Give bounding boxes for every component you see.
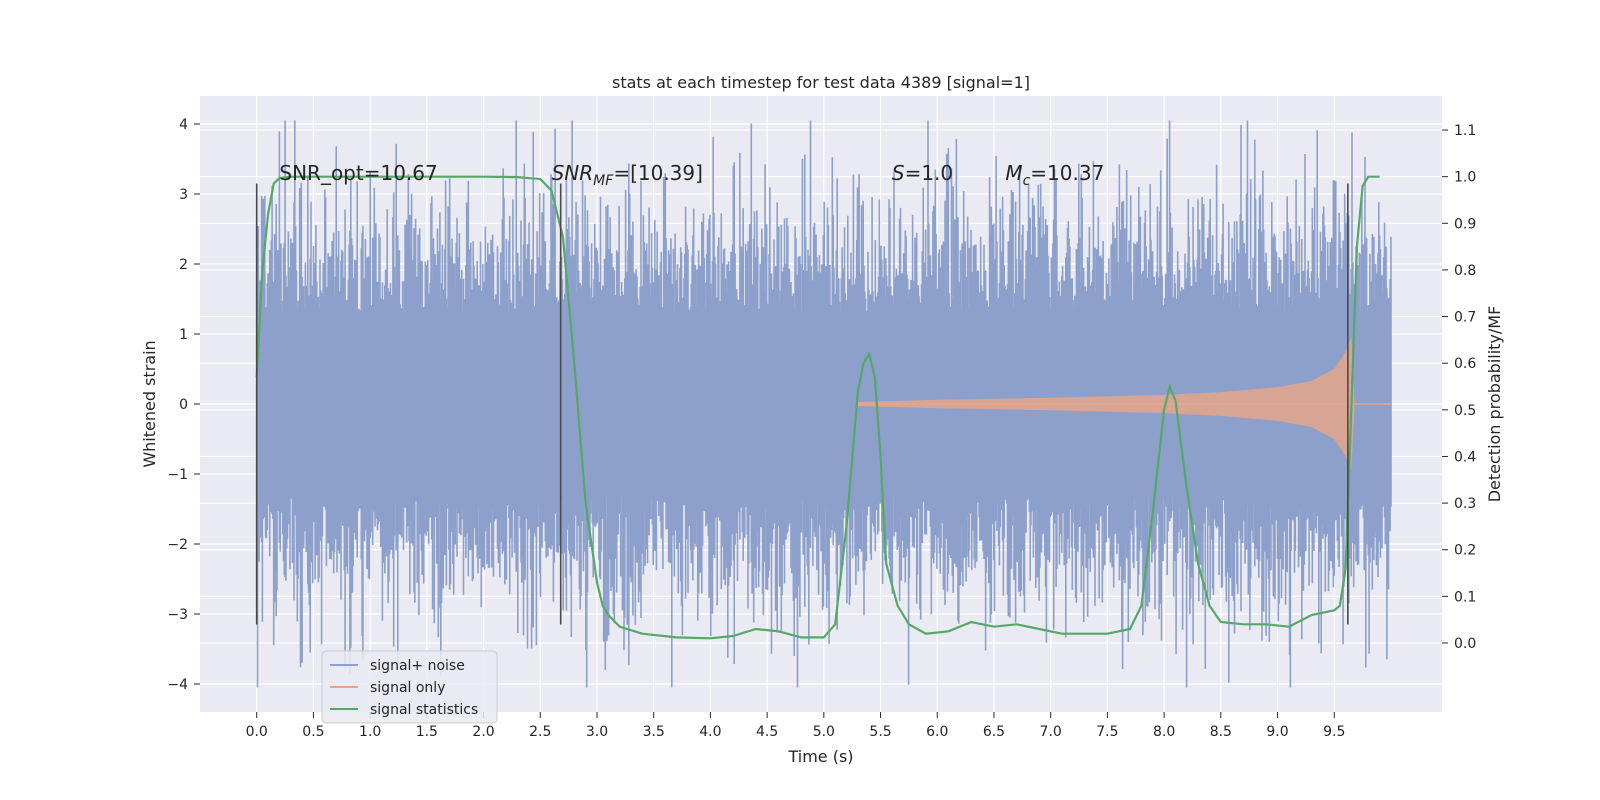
legend-label: signal only (370, 680, 445, 696)
axes: 0.0 0.5 1.0 1.5 2.0 2.5 3.0 3.5 4.0 4.5 5.0 5.5 6.0 6… (167, 117, 1476, 740)
y2-tick-label: 0.7 (1454, 310, 1476, 326)
x-tick-label: 7.5 (1096, 724, 1118, 740)
annotation: Mc=10.37 (1005, 161, 1104, 189)
y-axis-label: Whitened strain (140, 340, 159, 467)
x-tick-label: 5.0 (813, 724, 835, 740)
x-tick-label: 8.0 (1153, 724, 1175, 740)
x-tick-label: 8.5 (1210, 724, 1232, 740)
x-tick-label: 4.5 (756, 724, 778, 740)
x-tick-label: 3.0 (586, 724, 608, 740)
x-tick-label: 9.0 (1266, 724, 1288, 740)
annotation: S=1.0 (892, 161, 953, 185)
x-tick-label: 0.5 (302, 724, 324, 740)
y2-tick-label: 0.6 (1454, 356, 1476, 372)
y2-tick-label: 0.9 (1454, 216, 1476, 232)
x-tick-label: 5.5 (869, 724, 891, 740)
y-tick-label: −2 (167, 537, 188, 553)
series-signal-statistics (255, 175, 1380, 640)
x-tick-label: 9.5 (1323, 724, 1345, 740)
y-tick-label: −1 (167, 467, 188, 483)
y2-tick-label: 0.0 (1454, 636, 1476, 652)
y2-tick-label: 0.3 (1454, 496, 1476, 512)
series-signal-only (857, 337, 1391, 471)
x-tick-label: 6.5 (983, 724, 1005, 740)
x-tick-label: 3.5 (643, 724, 665, 740)
y2-tick-label: 0.1 (1454, 589, 1476, 605)
legend-box (321, 650, 498, 724)
y2-tick-label: 0.4 (1454, 449, 1476, 465)
y-tick-label: 2 (179, 257, 188, 273)
x-tick-label: 7.0 (1040, 724, 1062, 740)
y2-axis-label: Detection probability/MF (1485, 306, 1504, 503)
x-tick-label: 6.0 (926, 724, 948, 740)
y-tick-label: 3 (179, 187, 188, 203)
y-tick-label: 1 (179, 327, 188, 343)
annotation: SNR_opt=10.67 (279, 161, 437, 185)
y2-tick-label: 0.5 (1454, 403, 1476, 419)
y-tick-label: 4 (179, 117, 188, 133)
vertical-lines (255, 183, 1349, 625)
x-tick-label: 0.0 (246, 724, 268, 740)
y-tick-label: −3 (167, 607, 188, 623)
y2-tick-label: 0.2 (1454, 543, 1476, 559)
x-tick-label: 1.5 (416, 724, 438, 740)
x-axis-label: Time (s) (787, 747, 853, 766)
legend: signal+ noise signal only signal statistic… (321, 650, 498, 724)
x-tick-label: 1.0 (359, 724, 381, 740)
x-tick-label: 4.0 (699, 724, 721, 740)
annotation: SNRMF=[10.39] (552, 161, 703, 189)
y2-tick-label: 0.8 (1454, 263, 1476, 279)
chart-title: stats at each timestep for test data 438… (612, 73, 1030, 92)
y2-tick-label: 1.1 (1454, 123, 1476, 139)
legend-label: signal+ noise (370, 658, 465, 674)
y-tick-label: 0 (179, 397, 188, 413)
y-tick-label: −4 (167, 677, 188, 693)
annotations: SNR_opt=10.67 SNRMF=[10.39] S=1.0 Mc=10.37 (279, 161, 1104, 189)
x-tick-label: 2.0 (472, 724, 494, 740)
y2-tick-label: 1.0 (1454, 170, 1476, 186)
x-tick-label: 2.5 (529, 724, 551, 740)
legend-label: signal statistics (370, 702, 478, 718)
data-layer (255, 120, 1392, 688)
